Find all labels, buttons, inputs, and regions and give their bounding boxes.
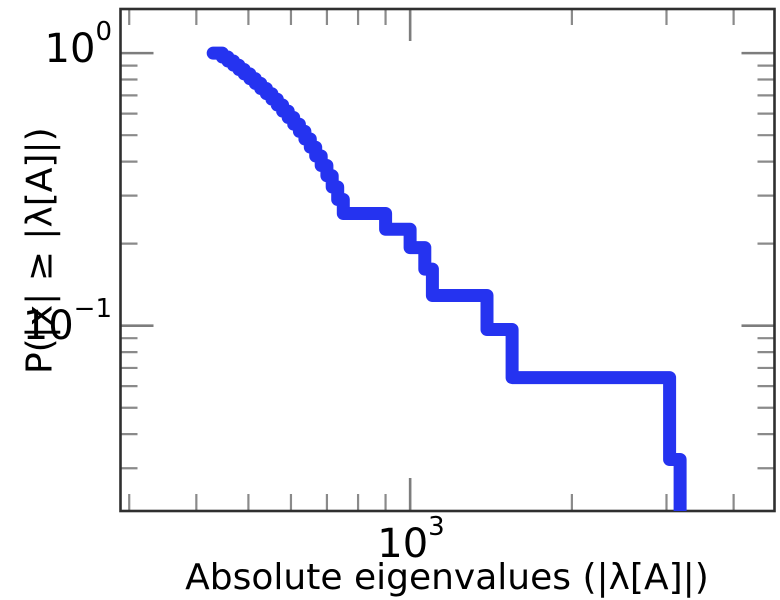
x-axis-label: Absolute eigenvalues (|λ[A]|) bbox=[185, 557, 709, 598]
y-tick-label-1e-1: 10 −1 bbox=[22, 296, 112, 349]
y-axis-label: P(|x| ≥ |λ[A]|) bbox=[19, 127, 61, 375]
y-tick-label-1e0: 10 0 bbox=[44, 19, 112, 72]
x-tick-1e3-base: 10 bbox=[377, 521, 429, 567]
y-tick-1e0-base: 10 bbox=[44, 26, 96, 72]
x-tick-1e3-exponent: 3 bbox=[428, 512, 445, 542]
x-tick-label-1e3: 10 3 bbox=[351, 514, 471, 567]
y-tick-1e-1-exponent: −1 bbox=[73, 294, 112, 324]
ccdf-curve bbox=[206, 46, 687, 511]
y-tick-1e-1-base: 10 bbox=[22, 303, 74, 349]
y-tick-1e0-exponent: 0 bbox=[95, 17, 112, 47]
